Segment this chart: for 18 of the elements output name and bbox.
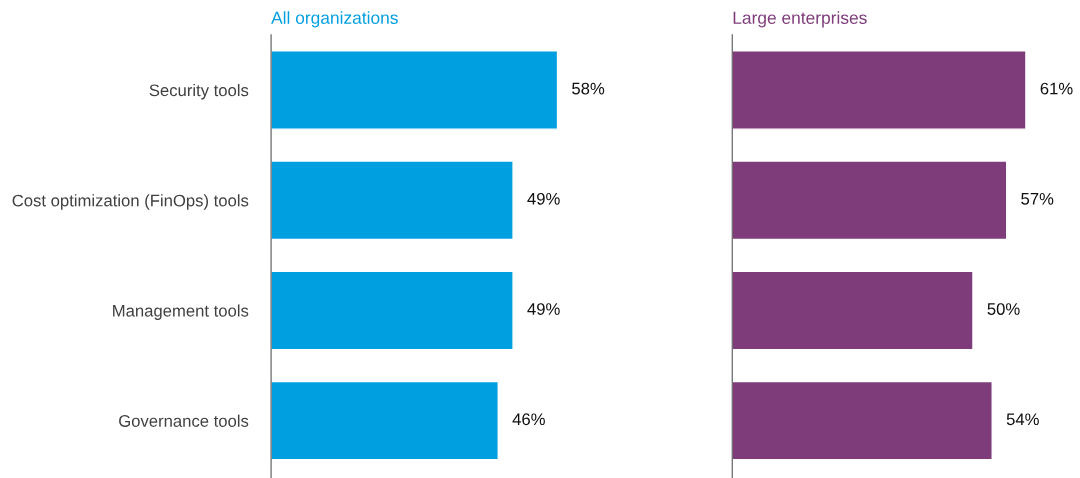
data-label: 50% [987, 303, 1020, 315]
chart-title: All organizations [271, 11, 398, 28]
data-label: 46% [512, 413, 545, 426]
bar [732, 160, 1008, 241]
data-label: 54% [1006, 413, 1039, 426]
y-tick-label: Governance tools [119, 414, 249, 427]
bar [732, 270, 974, 351]
y-tick-label: Management tools [113, 304, 249, 320]
y-tick-label: Security tools [149, 83, 249, 100]
chart-title: Large enterprises [733, 11, 867, 28]
y-tick-label: Cost optimization (FinOps) tools [12, 194, 249, 210]
data-label: 57% [1021, 192, 1054, 205]
bar [732, 380, 993, 461]
data-label: 58% [572, 82, 605, 95]
data-label: 61% [1040, 82, 1073, 95]
data-label: 49% [527, 303, 560, 315]
data-label: 49% [527, 192, 560, 205]
bar [732, 50, 1027, 130]
